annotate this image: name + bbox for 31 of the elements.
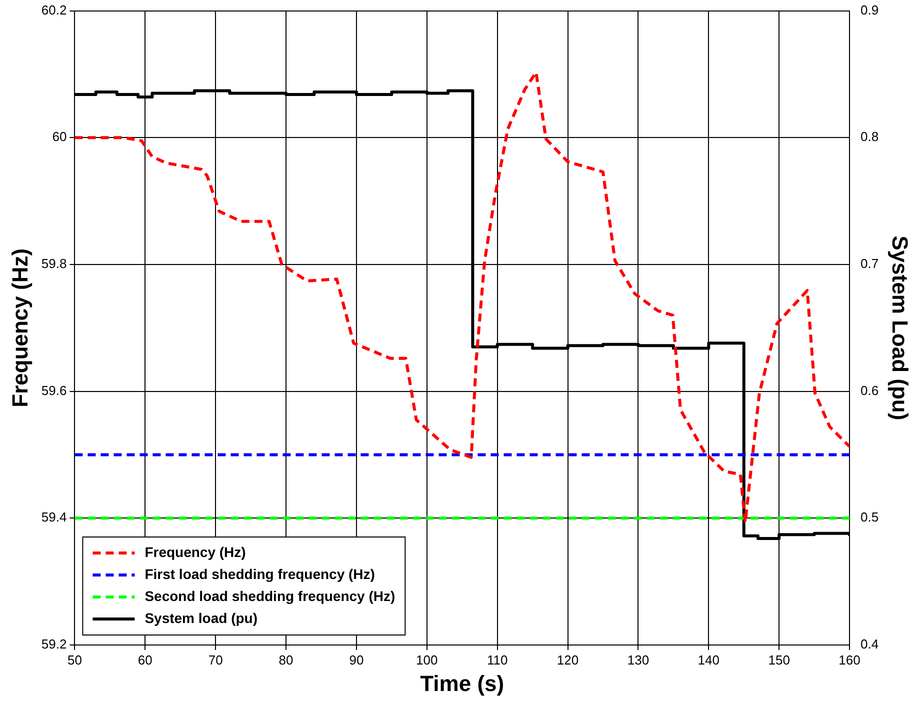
- x-tick-label: 160: [838, 652, 860, 668]
- y-tick-label: 59.2: [41, 636, 67, 652]
- y-tick-label: 59.4: [41, 510, 67, 525]
- x-tick-label: 60: [138, 652, 152, 668]
- y-tick-label: 59.8: [41, 256, 67, 272]
- y2-tick-label: 0.8: [860, 129, 879, 144]
- x-tick-label: 150: [768, 652, 790, 668]
- y2-tick-label: 0.5: [860, 510, 879, 525]
- x-axis-title: Time (s): [420, 670, 504, 696]
- y2-tick-label: 0.9: [860, 2, 879, 18]
- x-tick-label: 140: [698, 652, 720, 668]
- y2-tick-label: 0.7: [860, 256, 879, 272]
- y-tick-label: 59.6: [41, 382, 67, 398]
- x-tick-label: 80: [278, 652, 294, 668]
- y2-axis-title: System Load (pu): [888, 236, 913, 420]
- x-tick-label: 90: [349, 652, 364, 668]
- y2-tick-label: 0.6: [860, 382, 879, 398]
- x-tick-label: 120: [556, 652, 579, 668]
- x-tick-label: 50: [67, 652, 82, 668]
- x-tick-label: 70: [208, 652, 223, 668]
- legend-label: Frequency (Hz): [144, 544, 246, 560]
- legend-label: First load shedding frequency (Hz): [144, 566, 375, 582]
- y2-tick-label: 0.4: [860, 636, 879, 652]
- y-tick-label: 60.2: [41, 2, 67, 18]
- x-tick-label: 110: [486, 652, 508, 668]
- legend-label: System load (pu): [144, 610, 258, 626]
- legend-label: Second load shedding frequency (Hz): [144, 588, 396, 604]
- y-tick-label: 60: [52, 129, 67, 144]
- x-tick-label: 100: [416, 652, 438, 668]
- x-tick-label: 130: [627, 652, 650, 668]
- y-axis-title: Frequency (Hz): [7, 248, 32, 408]
